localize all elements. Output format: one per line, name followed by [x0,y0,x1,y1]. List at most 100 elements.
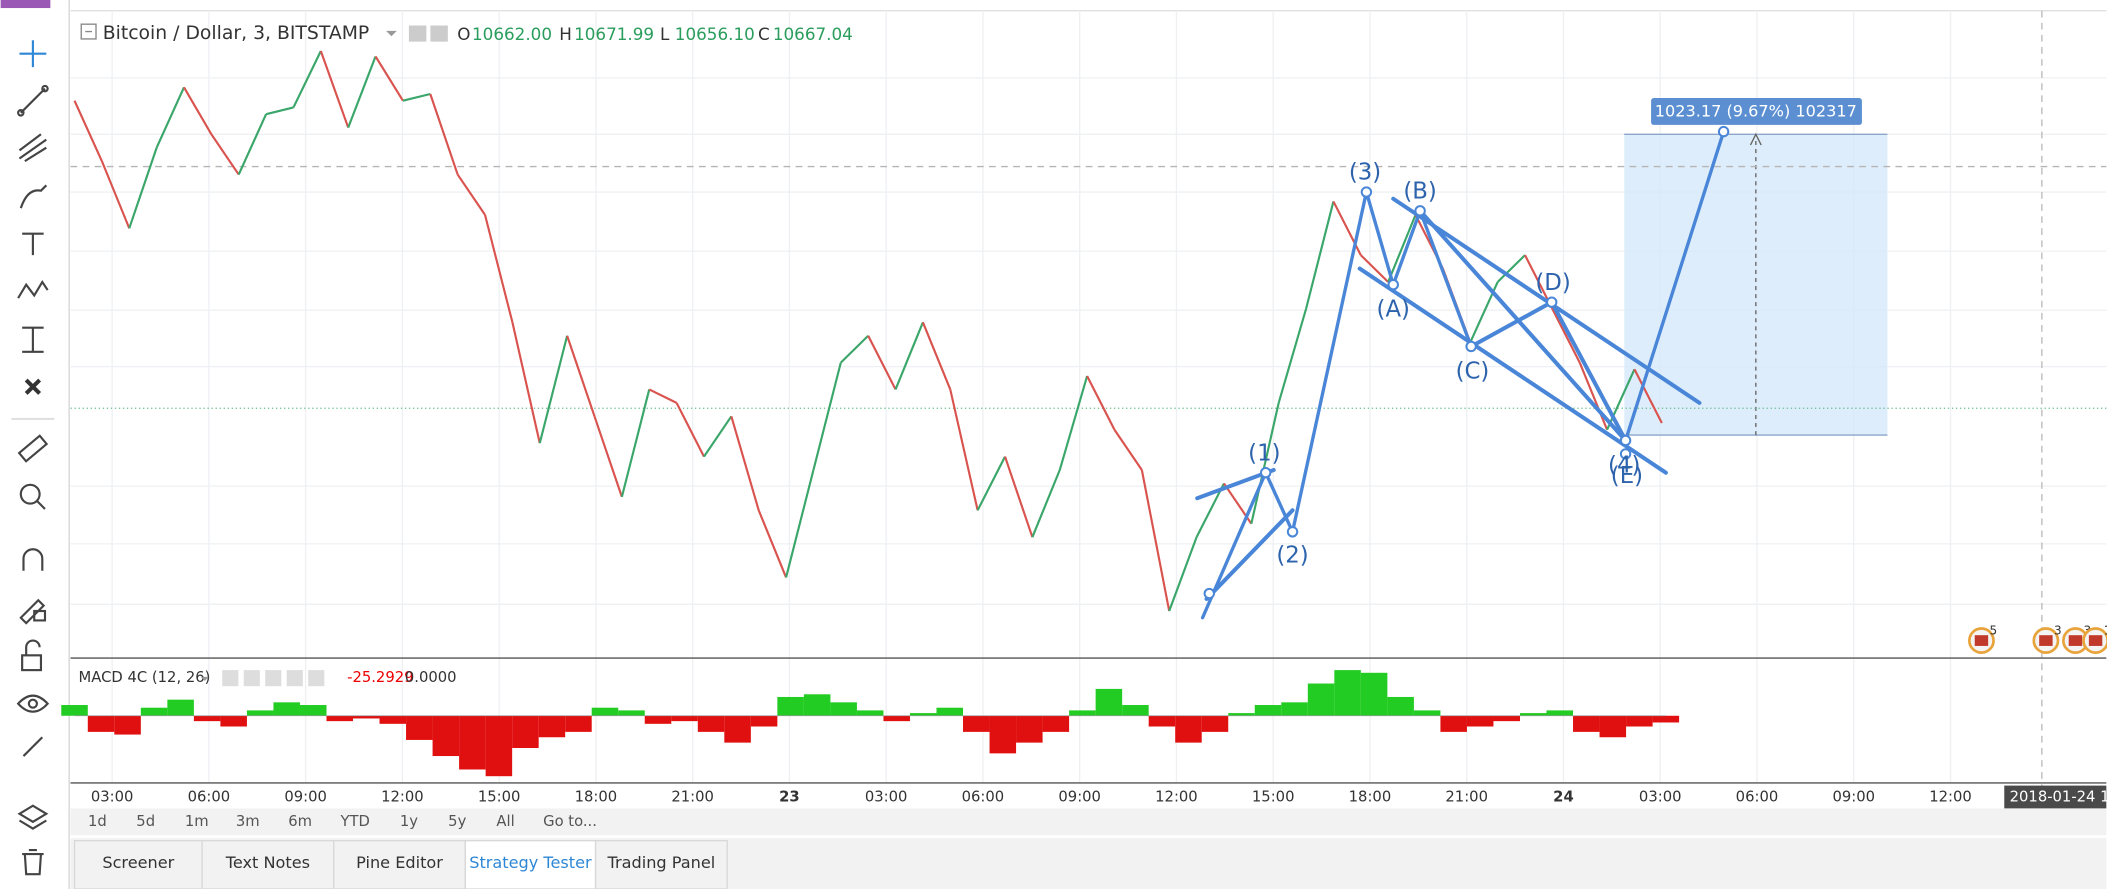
range-button[interactable]: 1y [400,813,418,830]
range-button[interactable]: 1m [185,813,209,830]
macd-bar [1652,715,1680,723]
grid [70,10,2107,783]
wave-drawing[interactable] [1195,129,1726,620]
macd-source[interactable] [265,670,282,687]
remove-tool[interactable] [24,378,42,395]
range-button[interactable]: Go to... [543,813,597,830]
symbol-title[interactable]: Bitcoin / Dollar, 3, BITSTAMP [103,23,370,44]
ohlc: O 10662.00 H 10671.99 L 10656.10 C 10667.04 [457,24,853,44]
trash-tool[interactable] [22,848,44,876]
time-label: 03:00 [1639,789,1682,806]
tab-label[interactable]: Strategy Tester [469,853,592,872]
tab-label[interactable]: Text Notes [225,853,310,872]
macd-bar [1095,688,1123,716]
time-label: 06:00 [962,789,1005,806]
macd-bar [591,707,619,716]
macd-remove[interactable] [308,670,325,687]
wave-label: (B) [1403,179,1436,205]
tab[interactable] [333,839,466,889]
time-label: 06:00 [188,789,231,806]
range-button[interactable]: 5d [136,813,155,830]
price-segment [1606,368,1636,431]
symbol-menu[interactable] [386,30,397,37]
macd-title[interactable]: MACD 4C (12, 26) [79,669,211,686]
macd-bar [406,715,433,740]
event-count: 5 [1990,624,1998,638]
price-segment [730,415,760,511]
macd-settings[interactable] [222,670,239,687]
trendline-tool[interactable] [17,84,49,117]
tab[interactable] [594,839,728,889]
price-segment [237,113,268,176]
time-axis: 03:00 06:00 09:00 12:00 15:00 18:00 21:00 23 03:… [91,789,1972,806]
macd-add[interactable] [286,670,303,687]
price-segment [1168,536,1198,612]
price-segment [812,362,842,471]
measure-tool[interactable] [22,326,44,353]
link-tool[interactable] [22,736,44,757]
ohlc-label: L [660,24,670,44]
time-label: 12:00 [381,789,424,806]
macd-bar [1626,715,1653,727]
price-segment [538,335,569,444]
pattern-tool[interactable] [17,280,49,299]
range-button[interactable]: 5y [448,813,466,830]
macd-bar [1599,715,1627,738]
text-tool[interactable] [22,232,44,256]
range-button[interactable]: 6m [288,813,312,830]
crosshair-tool[interactable] [19,40,47,68]
range-button[interactable]: YTD [339,813,369,830]
wave-label: (1) [1248,440,1280,466]
magnet-tool[interactable] [22,548,44,571]
macd-bar [1493,715,1520,722]
lock-drawing-tool[interactable] [19,598,47,625]
macd-bar [1546,710,1574,716]
macd-bar [220,715,247,727]
range-button[interactable]: All [496,813,514,830]
layers-tool[interactable] [17,804,49,830]
settings-button[interactable] [408,25,427,42]
brush-tool[interactable] [19,184,48,209]
macd-value: -25.2929 [347,669,413,686]
lock-tool[interactable] [21,639,43,672]
price-segment [1305,201,1335,310]
price-segment [894,321,924,390]
price-segment [703,415,733,458]
price-segment [429,93,459,175]
time-label: 23 [779,789,800,806]
time-label: 21:00 [671,789,714,806]
tab-label[interactable]: Trading Panel [607,853,716,872]
tab-label[interactable]: Screener [102,853,174,872]
ruler-tool[interactable] [17,434,49,463]
price-segment [73,100,103,162]
measure-label-box [1651,98,1862,125]
pitchfork-tool[interactable] [18,133,47,163]
zoom-tool[interactable] [19,483,46,510]
time-label: 09:00 [1832,789,1875,806]
hide-button[interactable] [430,25,448,42]
price-segment [757,509,788,578]
macd-bar [618,710,645,716]
price-series [73,50,1663,612]
macd-bar [1016,715,1043,743]
flag-stripe [2039,635,2053,646]
macd-bar [724,715,751,743]
measure-box[interactable] [1624,134,1888,436]
macd-bar [883,715,910,722]
range-button[interactable]: 3m [236,813,260,830]
ohlc-value: 10662.00 [472,24,552,44]
price-segment [1195,482,1225,538]
macd-menu[interactable] [200,676,209,681]
macd-hide[interactable] [243,670,260,687]
visibility-tool[interactable] [16,694,50,713]
macd-bar [777,696,804,716]
collapse-button[interactable] [80,23,97,40]
tab-label[interactable]: Pine Editor [356,853,443,872]
time-label: 09:00 [284,789,327,806]
tab[interactable] [73,839,203,889]
time-label: 18:00 [1349,789,1392,806]
wave-label: (2) [1276,542,1308,568]
range-button[interactable]: 1d [88,813,107,830]
wave-label: (E) [1611,463,1643,489]
